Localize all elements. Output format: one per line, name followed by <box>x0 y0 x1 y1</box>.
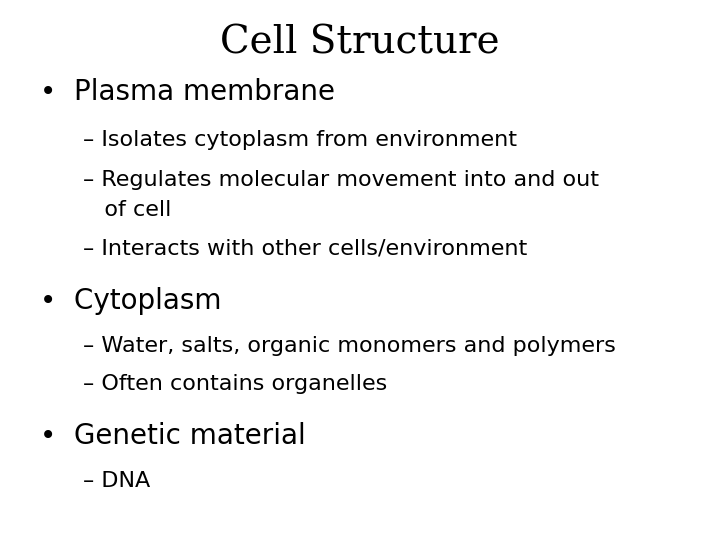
Text: – Isolates cytoplasm from environment: – Isolates cytoplasm from environment <box>83 130 517 150</box>
Text: of cell: of cell <box>83 200 171 220</box>
Text: •  Genetic material: • Genetic material <box>40 422 305 450</box>
Text: – Regulates molecular movement into and out: – Regulates molecular movement into and … <box>83 170 599 190</box>
Text: – DNA: – DNA <box>83 471 150 491</box>
Text: •  Cytoplasm: • Cytoplasm <box>40 287 221 315</box>
Text: Cell Structure: Cell Structure <box>220 24 500 62</box>
Text: – Interacts with other cells/environment: – Interacts with other cells/environment <box>83 239 527 259</box>
Text: •  Plasma membrane: • Plasma membrane <box>40 78 335 106</box>
Text: – Water, salts, organic monomers and polymers: – Water, salts, organic monomers and pol… <box>83 336 616 356</box>
Text: – Often contains organelles: – Often contains organelles <box>83 374 387 394</box>
